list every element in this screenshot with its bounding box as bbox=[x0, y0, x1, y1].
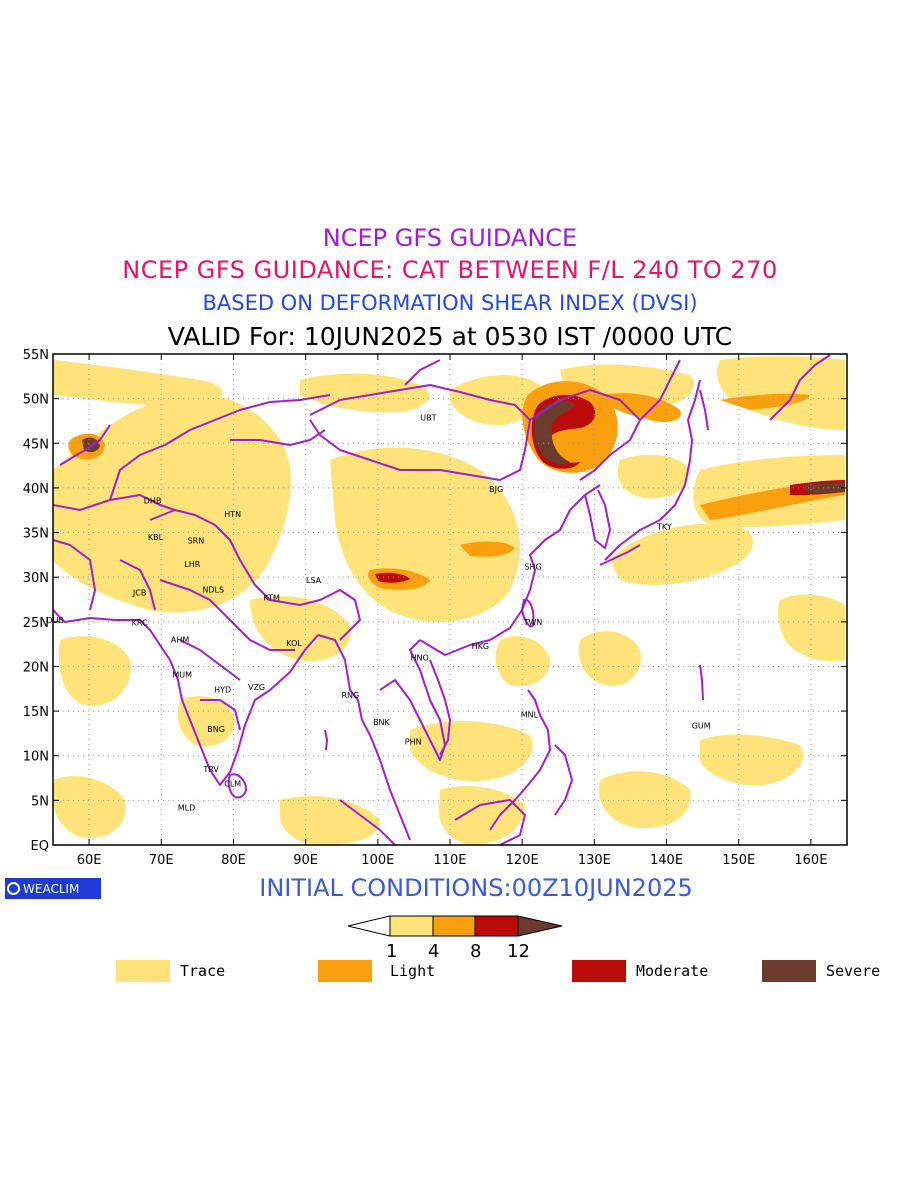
city-label-ktm: KTM bbox=[263, 594, 280, 603]
cat-field-layer bbox=[53, 356, 845, 845]
lat-label: 25N bbox=[23, 616, 49, 631]
colorbar-moderate bbox=[474, 915, 519, 937]
colorbar-value-4: 4 bbox=[428, 941, 440, 962]
lon-label: 90E bbox=[293, 853, 318, 868]
city-label-lhr: LHR bbox=[184, 560, 200, 569]
city-label-ahm: AHM bbox=[171, 636, 189, 645]
city-label-htn: HTN bbox=[224, 510, 241, 519]
lat-label: 20N bbox=[23, 660, 49, 675]
city-label-twn: TWN bbox=[523, 618, 543, 627]
colorbar-light bbox=[432, 915, 476, 937]
city-label-mnl: MNL bbox=[521, 711, 539, 720]
city-label-jcb: JCB bbox=[132, 588, 146, 597]
city-label-shg: SHG bbox=[524, 562, 541, 571]
city-label-dhb: DHB bbox=[144, 496, 162, 505]
lon-label: 110E bbox=[433, 853, 466, 868]
colorbar-value-8: 8 bbox=[470, 941, 482, 962]
legend-severe-label: Severe bbox=[826, 962, 881, 980]
city-label-srn: SRN bbox=[188, 537, 205, 546]
lon-label: 160E bbox=[794, 853, 827, 868]
colorbar-value-1: 1 bbox=[386, 941, 398, 962]
boundaries bbox=[53, 354, 831, 845]
longitude-labels: 60E 70E 80E 90E 100E 110E 120E 130E 140E 150E 160E bbox=[77, 853, 828, 868]
legend-trace-swatch bbox=[116, 960, 170, 982]
lat-label: 45N bbox=[23, 437, 49, 452]
axis-ticks bbox=[53, 353, 847, 846]
lat-label: EQ bbox=[31, 839, 49, 854]
colorbar bbox=[347, 915, 563, 937]
city-label-ubt: UBT bbox=[420, 413, 436, 422]
city-label-hno: HNO bbox=[411, 654, 429, 663]
lon-label: 130E bbox=[578, 853, 611, 868]
colorbar-trace bbox=[389, 915, 434, 937]
legend-moderate-label: Moderate bbox=[636, 962, 709, 980]
lat-label: 35N bbox=[23, 527, 49, 542]
city-label-rng: RNG bbox=[342, 691, 360, 700]
city-label-trv: TRV bbox=[202, 765, 219, 774]
lon-label: 150E bbox=[722, 853, 755, 868]
lon-label: 100E bbox=[361, 853, 394, 868]
lat-label: 50N bbox=[23, 393, 49, 408]
lat-label: 5N bbox=[31, 794, 49, 809]
legend-light-swatch bbox=[318, 960, 372, 982]
city-label-dub: DUB bbox=[46, 616, 64, 625]
title-line-1: NCEP GFS GUIDANCE bbox=[322, 224, 578, 252]
city-label-kbl: KBL bbox=[148, 533, 164, 542]
city-label-bng: BNG bbox=[207, 725, 225, 734]
lon-label: 70E bbox=[149, 853, 174, 868]
colorbar-severe-triangle bbox=[517, 915, 563, 937]
city-label-ndls: NDLS bbox=[202, 586, 224, 595]
lon-label: 120E bbox=[506, 853, 539, 868]
initial-conditions: INITIAL CONDITIONS:00Z10JUN2025 bbox=[259, 874, 693, 902]
lat-label: 30N bbox=[23, 571, 49, 586]
lon-label: 60E bbox=[77, 853, 102, 868]
title-line-2: NCEP GFS GUIDANCE: CAT BETWEEN F/L 240 T… bbox=[122, 256, 778, 284]
lat-label: 15N bbox=[23, 705, 49, 720]
valid-time: VALID For: 10JUN2025 at 0530 IST /0000 U… bbox=[167, 322, 733, 351]
lat-label: 55N bbox=[23, 348, 49, 363]
latitude-labels: EQ 5N 10N 15N 20N 25N 30N 35N 40N 45N 50N 55N bbox=[23, 348, 49, 854]
lat-label: 10N bbox=[23, 750, 49, 765]
city-label-bnk: BNK bbox=[373, 718, 390, 727]
legend-severe-swatch bbox=[762, 960, 816, 982]
city-label-phn: PHN bbox=[405, 737, 422, 746]
graticule bbox=[53, 354, 847, 845]
city-label-krc: KRC bbox=[132, 619, 148, 628]
city-label-hyd: HYD bbox=[214, 686, 231, 695]
lon-label: 140E bbox=[650, 853, 683, 868]
city-label-mum: MUM bbox=[172, 670, 192, 679]
city-label-vzg: VZG bbox=[248, 683, 265, 692]
legend-trace-label: Trace bbox=[180, 962, 226, 980]
city-label-clm: CLM bbox=[224, 779, 241, 788]
colorbar-value-12: 12 bbox=[507, 941, 530, 962]
logo-text: WEACLIM bbox=[23, 881, 80, 896]
city-label-lsa: LSA bbox=[306, 576, 322, 585]
city-label-bjg: BJG bbox=[489, 485, 503, 494]
city-label-tky: TKY bbox=[656, 522, 672, 531]
city-label-gum: GUM bbox=[692, 721, 711, 730]
city-label-kol: KOL bbox=[286, 639, 302, 648]
weaclim-logo: WEACLIM bbox=[5, 878, 101, 899]
trace-areas bbox=[53, 356, 845, 845]
legend-light-label: Light bbox=[390, 962, 436, 980]
city-label-hkg: HKG bbox=[472, 642, 489, 651]
logo-circle-icon bbox=[7, 882, 20, 895]
title-line-3: BASED ON DEFORMATION SHEAR INDEX (DVSI) bbox=[202, 291, 698, 315]
lon-label: 80E bbox=[221, 853, 246, 868]
colorbar-low-triangle bbox=[347, 915, 391, 937]
city-labels: UBT BJG TKY SHG TWN HKG HNO DHB HTN KBL SRN LHR NDLS… bbox=[46, 413, 710, 812]
lat-label: 40N bbox=[23, 482, 49, 497]
city-label-mld: MLD bbox=[178, 804, 196, 813]
legend-moderate-swatch bbox=[572, 960, 626, 982]
